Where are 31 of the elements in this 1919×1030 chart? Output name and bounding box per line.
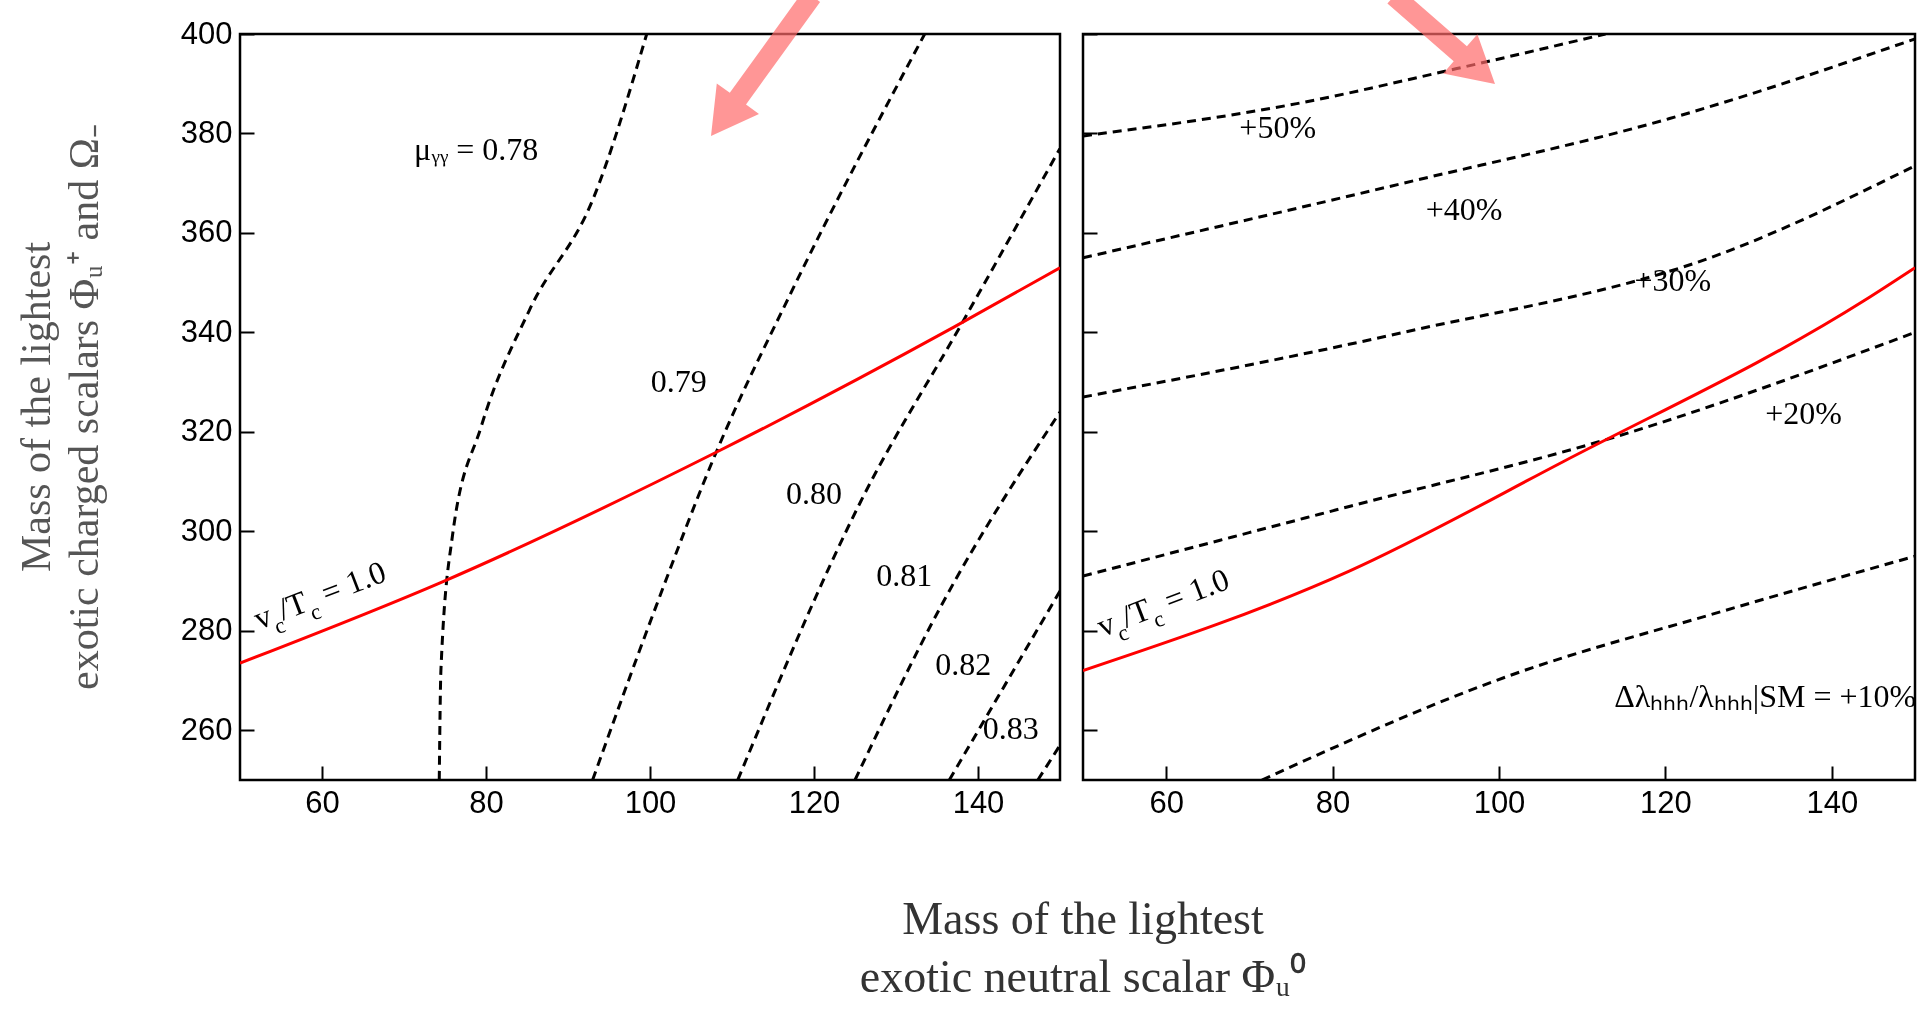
y-tick-label: 300: [180, 512, 233, 548]
y-tick-label: 360: [180, 214, 233, 250]
y-tick-label: 280: [180, 612, 233, 648]
y-tick-label: 260: [180, 711, 233, 747]
x-tick-label: 120: [788, 784, 841, 820]
x-axis-title: Mass of the lightest exotic neutral scalar Φᵤ⁰: [858, 892, 1308, 1004]
y-tick-label: 340: [180, 313, 233, 349]
annotation: 0.81: [876, 556, 933, 593]
y-axis-title: Mass of the lightest exotic charged scalars Φᵤ⁺ and Ω₋: [11, 123, 108, 692]
x-tick-label: 100: [1473, 784, 1526, 820]
x-tick-label: 140: [952, 784, 1005, 820]
x-tick-label: 140: [1806, 784, 1859, 820]
x-tick-label: 80: [469, 784, 504, 820]
annotation: +50%: [1239, 109, 1317, 146]
annotation: Δλₕₕₕ/λₕₕₕ|SM = +10%: [1614, 678, 1917, 715]
x-tick-label: 100: [624, 784, 677, 820]
annotation: +20%: [1765, 395, 1842, 432]
y-tick-label: 380: [180, 114, 233, 150]
x-tick-label: 120: [1640, 784, 1692, 820]
annotation: 0.79: [650, 362, 707, 399]
annotation: μᵧᵧ = 0.78: [414, 131, 539, 168]
y-tick-label: 320: [180, 413, 233, 449]
x-tick-label: 60: [1149, 784, 1184, 820]
x-tick-label: 80: [1315, 784, 1351, 820]
y-tick-label: 400: [180, 15, 233, 51]
annotation: +40%: [1425, 191, 1503, 228]
annotation: 0.83: [982, 709, 1039, 746]
annotation: +30%: [1634, 262, 1712, 299]
annotation: 0.82: [935, 646, 992, 683]
annotation: 0.80: [786, 474, 842, 511]
x-tick-label: 60: [305, 784, 340, 820]
